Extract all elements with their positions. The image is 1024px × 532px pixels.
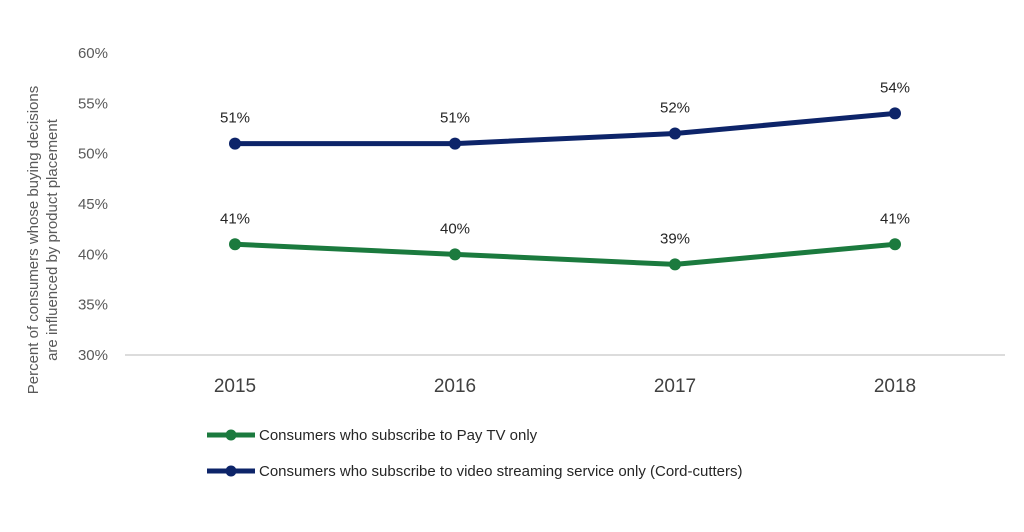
data-label: 52% (660, 100, 690, 117)
y-tick-label: 55% (78, 95, 108, 112)
data-label: 39% (660, 230, 690, 247)
x-tick-label: 2018 (874, 376, 916, 397)
data-point (449, 137, 461, 150)
series-layer (229, 107, 901, 271)
y-axis-title-line: are influenced by product placement (44, 118, 61, 361)
legend-label: Consumers who subscribe to Pay TV only (259, 427, 538, 444)
y-tick-label: 50% (78, 146, 108, 163)
data-label: 41% (220, 210, 250, 227)
series-line-1 (232, 110, 898, 147)
x-tick-label: 2015 (214, 376, 256, 397)
legend: Consumers who subscribe to Pay TV only Co… (207, 427, 743, 480)
data-label: 54% (880, 79, 910, 96)
y-tick-label: 60% (78, 45, 108, 62)
data-point (669, 127, 681, 140)
y-tick-labels: 30% 35% 40% 45% 50% 55% 60% (78, 45, 108, 364)
x-tick-label: 2016 (434, 376, 476, 397)
x-tick-label: 2017 (654, 376, 696, 397)
data-label: 41% (880, 210, 910, 227)
data-point (449, 248, 461, 261)
y-tick-label: 35% (78, 297, 108, 314)
data-point (889, 238, 901, 251)
legend-item: Consumers who subscribe to Pay TV only (207, 427, 538, 444)
y-axis-title: Percent of consumers whose buying decisi… (25, 86, 61, 395)
legend-label: Consumers who subscribe to video streami… (259, 463, 743, 480)
data-point (229, 137, 241, 150)
y-tick-label: 30% (78, 347, 108, 364)
series-line-0 (232, 241, 898, 267)
data-point (889, 107, 901, 120)
y-tick-label: 40% (78, 246, 108, 263)
data-label: 51% (220, 110, 250, 127)
y-tick-label: 45% (78, 196, 108, 213)
data-point (669, 258, 681, 271)
legend-item: Consumers who subscribe to video streami… (207, 463, 743, 480)
data-label: 51% (440, 110, 470, 127)
y-axis-title-line: Percent of consumers whose buying decisi… (25, 86, 42, 395)
data-label: 40% (440, 220, 470, 237)
data-point (229, 238, 241, 251)
x-tick-labels: 2015 2016 2017 2018 (214, 376, 916, 397)
legend-dot-marker (225, 465, 237, 477)
legend-dot-marker (225, 429, 237, 441)
data-labels: 41% 40% 39% 41% 51% 51% 52% 54% (220, 79, 910, 247)
